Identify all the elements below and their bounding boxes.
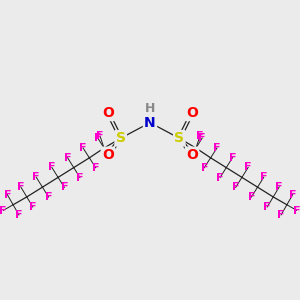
Text: F: F (0, 206, 7, 216)
Text: F: F (244, 162, 252, 172)
Text: O: O (102, 106, 114, 120)
Text: S: S (116, 131, 126, 145)
Text: F: F (96, 131, 104, 141)
Text: F: F (79, 143, 87, 153)
Text: F: F (229, 153, 236, 163)
Text: F: F (4, 190, 11, 200)
Text: F: F (64, 153, 71, 163)
Text: F: F (232, 182, 239, 192)
Text: F: F (92, 163, 100, 173)
Text: F: F (106, 153, 114, 163)
Text: F: F (186, 153, 194, 163)
Text: F: F (200, 163, 208, 173)
Text: F: F (275, 182, 283, 192)
Text: O: O (102, 148, 114, 162)
Text: F: F (45, 192, 52, 202)
Text: F: F (263, 202, 271, 212)
Text: F: F (198, 133, 206, 143)
Text: H: H (145, 102, 155, 116)
Text: F: F (76, 172, 84, 183)
Text: F: F (15, 210, 23, 220)
Text: F: F (17, 182, 25, 192)
Text: F: F (29, 202, 37, 212)
Text: F: F (260, 172, 268, 182)
Text: F: F (48, 162, 56, 172)
Text: F: F (277, 210, 285, 220)
Text: F: F (61, 182, 68, 192)
Text: F: F (293, 206, 300, 216)
Text: S: S (174, 131, 184, 145)
Text: F: F (216, 172, 224, 183)
Text: O: O (186, 106, 198, 120)
Text: O: O (186, 148, 198, 162)
Text: F: F (248, 192, 255, 202)
Text: F: F (94, 133, 102, 143)
Text: F: F (213, 143, 221, 153)
Text: F: F (32, 172, 40, 182)
Text: F: F (196, 131, 204, 141)
Text: F: F (289, 190, 296, 200)
Text: N: N (144, 116, 156, 130)
